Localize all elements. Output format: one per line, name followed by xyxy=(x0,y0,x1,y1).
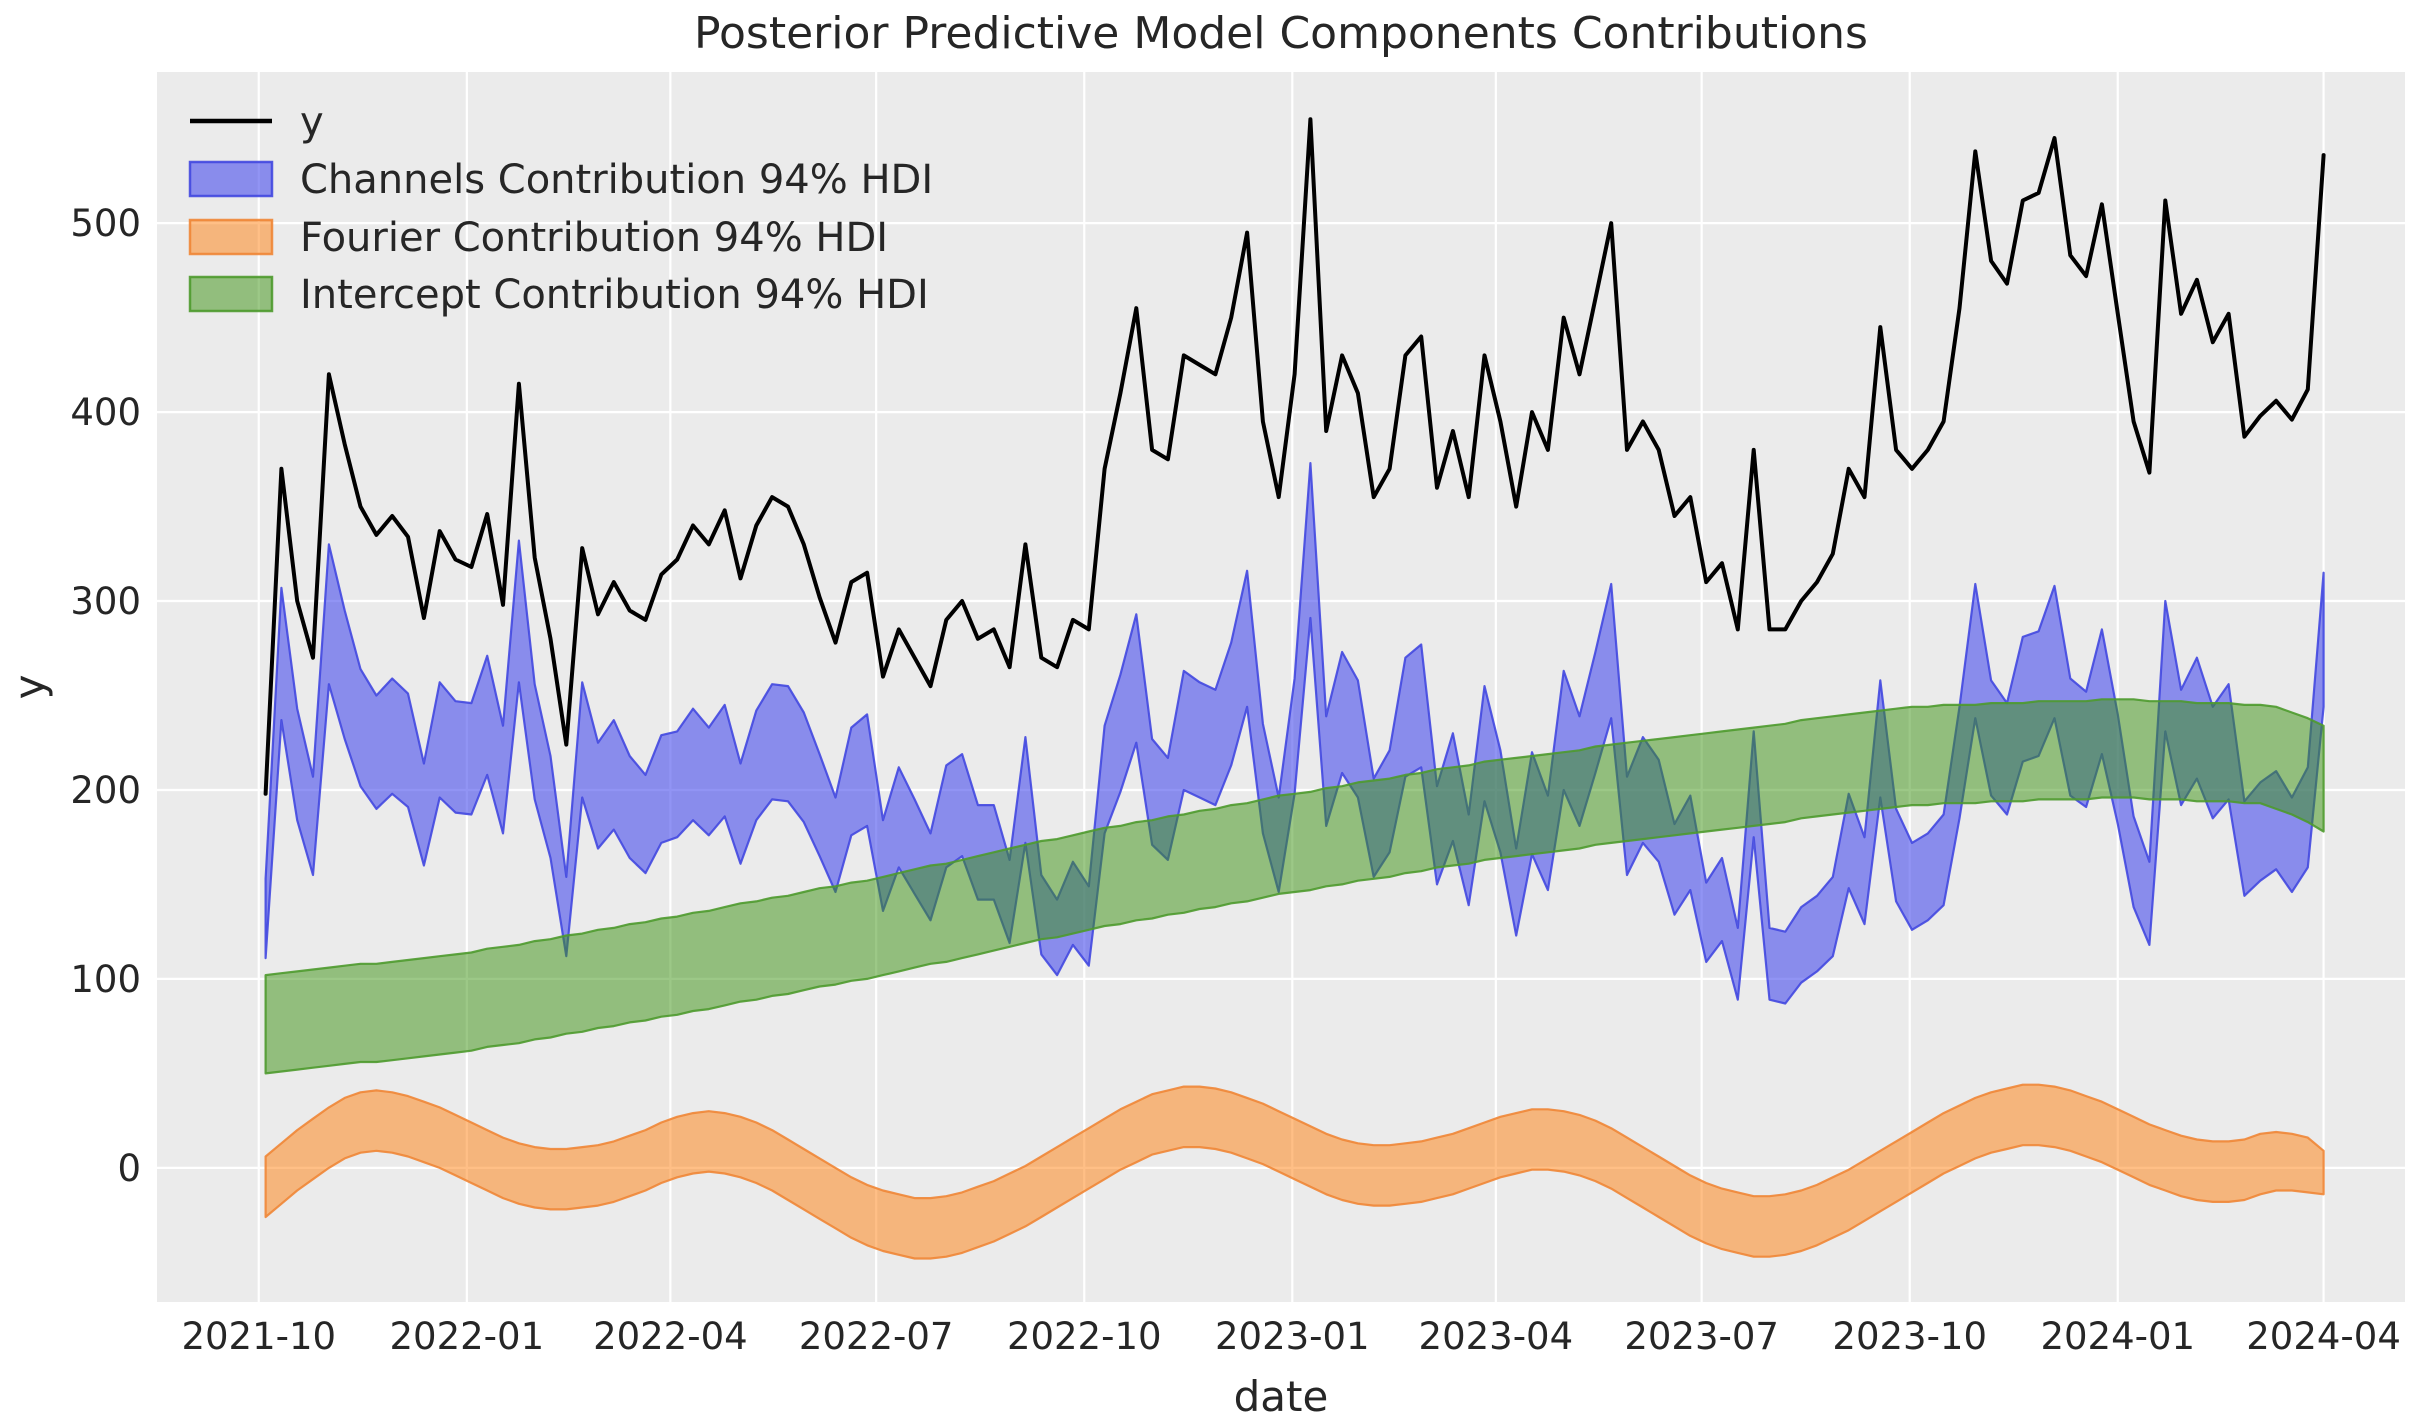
y-tick-label: 500 xyxy=(70,202,141,245)
legend-patch-fourier xyxy=(188,218,274,256)
x-tick-label: 2022-04 xyxy=(593,1315,748,1358)
x-tick-label: 2024-04 xyxy=(2246,1315,2401,1358)
x-tick-label: 2023-01 xyxy=(1215,1315,1370,1358)
x-tick-label: 2022-10 xyxy=(1007,1315,1162,1358)
x-tick-label: 2023-10 xyxy=(1832,1315,1987,1358)
chart-title: Posterior Predictive Model Components Co… xyxy=(694,8,1868,59)
y-tick-label: 100 xyxy=(70,958,141,1001)
legend-label-intercept: Intercept Contribution 94% HDI xyxy=(300,272,929,318)
y-tick-label: 400 xyxy=(70,391,141,434)
x-tick-label: 2023-04 xyxy=(1419,1315,1574,1358)
y-tick-label: 300 xyxy=(70,580,141,623)
x-tick-label: 2021-10 xyxy=(181,1315,336,1358)
series-band-intercept xyxy=(264,698,2325,1075)
legend-patch-intercept xyxy=(188,275,274,313)
legend-label-channels: Channels Contribution 94% HDI xyxy=(300,157,933,203)
legend-patch-channels xyxy=(188,160,274,198)
y-tick-label: 0 xyxy=(117,1147,141,1190)
legend-label-y: y xyxy=(300,99,324,145)
x-tick-label: 2022-01 xyxy=(390,1315,545,1358)
legend: y Channels Contribution 94% HDI Fourier … xyxy=(188,99,933,318)
x-axis-label: date xyxy=(1234,1372,1329,1421)
x-tick-label: 2024-01 xyxy=(2040,1315,2195,1358)
y-axis-label: y xyxy=(5,675,54,700)
series-band-fourier xyxy=(264,1083,2325,1260)
x-tick-label: 2022-07 xyxy=(799,1315,954,1358)
y-tick-label: 200 xyxy=(70,769,141,812)
x-tick-label: 2023-07 xyxy=(1624,1315,1779,1358)
series-line-y xyxy=(263,117,2326,796)
plot-area: 0 100 200 300 400 500 2021-10 2022-01 2022-04 202… xyxy=(70,72,2405,1358)
legend-label-fourier: Fourier Contribution 94% HDI xyxy=(300,215,888,261)
